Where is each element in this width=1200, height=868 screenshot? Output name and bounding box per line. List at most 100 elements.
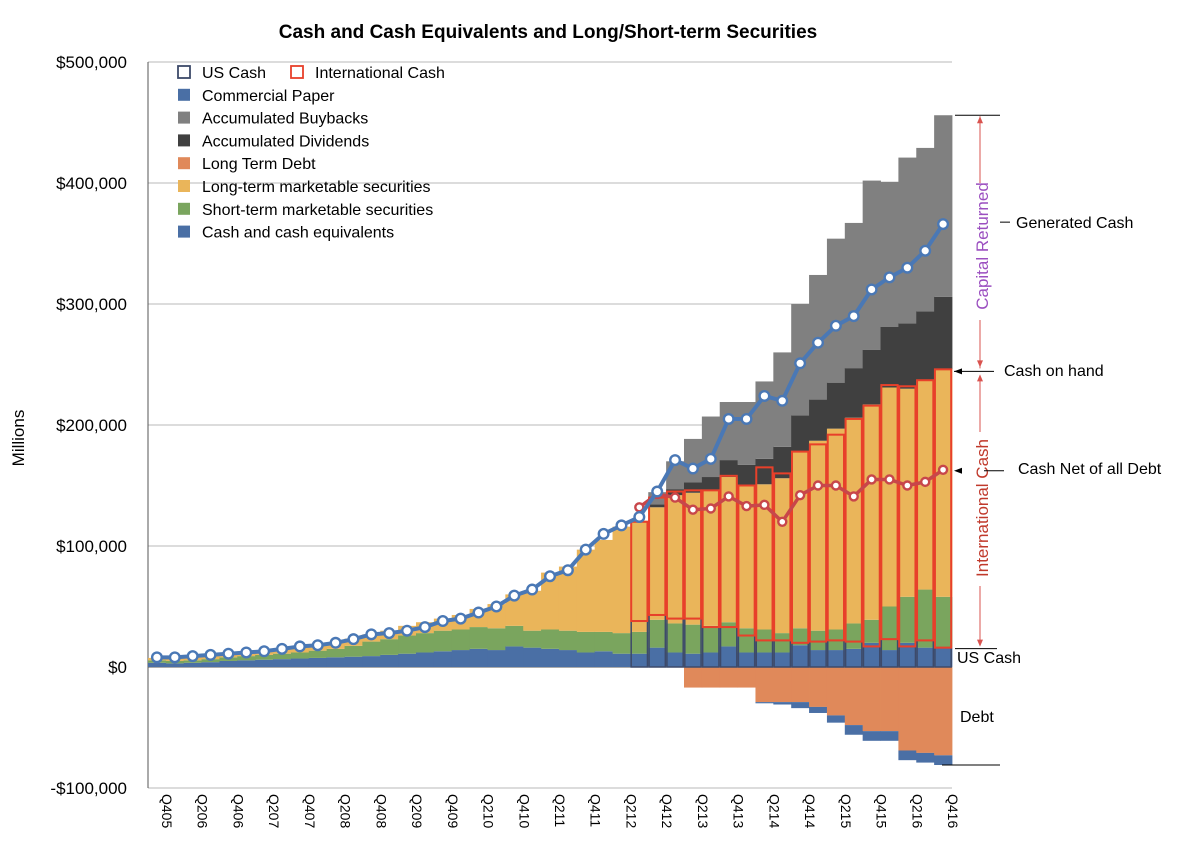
generated-cash-point: [472, 606, 485, 619]
bar-short-term-marketable-securities: [737, 628, 756, 653]
bar-accumulated-dividends: [791, 415, 810, 452]
y-tick-label: $0: [108, 658, 127, 677]
bar-short-term-marketable-securities: [773, 633, 792, 653]
generated-cash-point: [490, 600, 503, 613]
bar-accumulated-buybacks: [826, 238, 846, 383]
x-tick-label: Q415: [874, 794, 890, 828]
bar-cash-and-cash-equivalents: [380, 654, 399, 667]
generated-cash-point: [418, 621, 431, 634]
bar-long-term-marketable-securities: [862, 404, 881, 620]
legend-label: Accumulated Dividends: [202, 133, 369, 150]
bar-short-term-marketable-securities: [648, 619, 667, 648]
generated-cash-point: [561, 564, 574, 577]
generated-cash-point: [544, 570, 557, 583]
generated-cash-point: [204, 648, 217, 661]
bar-short-term-marketable-securities: [844, 623, 864, 649]
generated-cash-point: [847, 310, 860, 323]
bar-short-term-marketable-securities: [541, 629, 560, 649]
legend-swatch: [178, 88, 190, 101]
x-tick-label: Q212: [623, 794, 639, 828]
international-cash-arrow-up: [977, 374, 983, 382]
international-cash-box: [808, 443, 828, 643]
bar-cash-and-cash-equivalents: [791, 645, 810, 667]
bar-cash-and-cash-equivalents: [487, 650, 506, 667]
bar-short-term-marketable-securities: [684, 624, 703, 654]
bar-commercial-paper: [934, 755, 953, 766]
cash-net-of-all-debt-point: [687, 504, 699, 515]
bar-accumulated-dividends: [844, 368, 864, 418]
bar-short-term-marketable-securities: [398, 635, 417, 654]
legend-label: Cash and cash equivalents: [202, 225, 394, 242]
bar-cash-and-cash-equivalents: [523, 647, 542, 667]
bar-accumulated-dividends: [773, 446, 792, 479]
x-tick-label: Q214: [766, 794, 782, 828]
bar-long-term-marketable-securities: [701, 490, 721, 626]
generated-cash-point: [758, 389, 771, 402]
bar-cash-and-cash-equivalents: [898, 642, 917, 667]
bar-accumulated-buybacks: [862, 180, 881, 350]
international-cash-box: [701, 489, 720, 629]
bar-long-term-marketable-securities: [880, 387, 899, 607]
y-axis-ticks: -$100,000 $0 $100,000 $200,000 $300,000 $400,…: [50, 53, 127, 798]
bar-long-term-marketable-securities: [719, 477, 738, 623]
generated-cash-point: [919, 244, 932, 257]
legend-swatch: [178, 134, 190, 147]
bar-long-term-debt: [826, 667, 846, 716]
bar-short-term-marketable-securities: [416, 633, 435, 653]
bar-long-term-marketable-securities: [648, 507, 667, 620]
bar-short-term-marketable-securities: [290, 652, 310, 659]
bar-accumulated-dividends: [737, 464, 756, 486]
generated-cash-point: [454, 612, 467, 625]
bar-short-term-marketable-securities: [273, 653, 292, 660]
bar-long-term-debt: [809, 667, 828, 707]
bar-accumulated-dividends: [898, 323, 917, 389]
annotations: Generated Cash Cash on hand Cash Net of …: [942, 114, 1162, 766]
generated-cash-point: [329, 636, 342, 649]
bar-accumulated-dividends: [916, 311, 935, 381]
bar-long-term-marketable-securities: [844, 417, 864, 624]
legend-label: Short-term marketable securities: [202, 202, 433, 219]
bar-commercial-paper: [826, 715, 846, 723]
generated-cash-point: [901, 261, 914, 274]
bar-cash-and-cash-equivalents: [648, 647, 667, 667]
bar-long-term-debt: [719, 667, 738, 688]
bar-short-term-marketable-securities: [934, 596, 953, 648]
x-tick-label: Q206: [195, 794, 211, 828]
x-tick-label: Q210: [481, 794, 497, 828]
generated-cash-point: [704, 452, 717, 465]
x-tick-label: Q405: [159, 794, 175, 828]
generated-cash-point: [365, 628, 378, 641]
bars: [148, 115, 953, 766]
x-tick-label: Q211: [552, 794, 568, 827]
bar-short-term-marketable-securities: [701, 625, 721, 653]
cash-outlines: [630, 368, 953, 668]
bar-accumulated-dividends: [684, 482, 703, 493]
bar-cash-and-cash-equivalents: [666, 652, 685, 667]
bar-long-term-marketable-securities: [576, 549, 596, 632]
generated-cash-point: [937, 218, 950, 231]
cash-net-of-all-debt-point: [902, 480, 913, 491]
international-cash-box: [880, 384, 899, 641]
cash-net-of-all-debt-point: [669, 492, 681, 503]
bar-accumulated-buybacks: [880, 181, 899, 327]
bar-long-term-marketable-securities: [666, 495, 685, 624]
x-tick-label: Q413: [731, 794, 747, 828]
y-tick-label: $200,000: [56, 416, 127, 435]
bar-long-term-marketable-securities: [755, 484, 774, 630]
generated-cash-point: [740, 412, 753, 425]
bar-cash-and-cash-equivalents: [934, 647, 953, 667]
bar-cash-and-cash-equivalents: [558, 650, 578, 667]
bar-cash-and-cash-equivalents: [165, 663, 185, 667]
bar-cash-and-cash-equivalents: [630, 653, 649, 667]
lines: [150, 218, 950, 664]
bar-cash-and-cash-equivalents: [755, 652, 774, 667]
bar-long-term-debt: [880, 667, 899, 732]
bar-cash-and-cash-equivalents: [433, 651, 453, 667]
generated-cash-point: [651, 485, 664, 498]
bar-long-term-marketable-securities: [558, 566, 578, 631]
bar-accumulated-dividends: [880, 326, 899, 388]
bar-long-term-marketable-securities: [505, 594, 524, 626]
legend-label: Accumulated Buybacks: [202, 111, 368, 128]
net-debt-arrowhead: [954, 467, 962, 474]
bar-short-term-marketable-securities: [451, 629, 470, 651]
